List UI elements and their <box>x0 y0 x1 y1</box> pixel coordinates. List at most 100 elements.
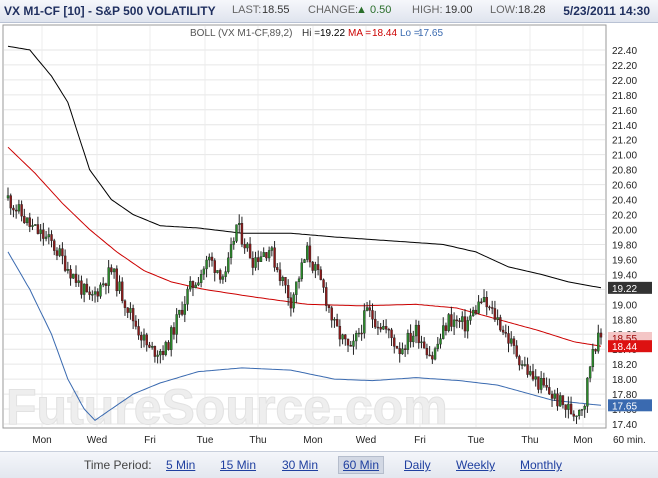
candle-down <box>488 306 491 309</box>
moving-average-line <box>7 146 602 347</box>
candle-up <box>72 273 75 279</box>
candle-down <box>213 260 216 273</box>
candle-up <box>382 326 385 330</box>
candle-up <box>567 403 570 410</box>
candle-down <box>327 305 331 309</box>
candle-up <box>414 324 418 337</box>
y-tick-label: 21.20 <box>612 136 637 147</box>
candle-down <box>507 333 510 344</box>
candle-up <box>202 268 206 275</box>
period-weekly[interactable]: Weekly <box>456 458 496 472</box>
candle-up <box>159 351 162 356</box>
candle-up <box>270 247 274 251</box>
candle-down <box>115 268 119 292</box>
candle-up <box>363 310 366 334</box>
candle-up <box>129 308 132 313</box>
candle-down <box>28 217 31 227</box>
candle-down <box>36 224 40 234</box>
candle-down <box>537 376 540 390</box>
period-daily[interactable]: Daily <box>404 458 431 472</box>
y-tick-label: 20.00 <box>612 225 637 236</box>
candle-down <box>55 250 59 256</box>
candles <box>6 187 603 424</box>
candle-up <box>58 248 61 256</box>
hi-label: Hi = <box>302 28 320 39</box>
x-tick-label: Mon <box>573 435 592 446</box>
candle-down <box>140 334 143 341</box>
candle-down <box>14 209 18 212</box>
candle-up <box>235 224 238 242</box>
candle-up <box>254 257 257 268</box>
candle-up <box>77 280 80 283</box>
candle-up <box>34 224 37 226</box>
candle-down <box>69 269 72 279</box>
candle-down <box>325 287 328 306</box>
candle-down <box>422 341 426 349</box>
candle-up <box>208 256 211 261</box>
candle-up <box>365 307 369 311</box>
candle-up <box>575 415 578 417</box>
candle-up <box>295 281 298 295</box>
change-up-icon: ▲ <box>356 4 367 16</box>
period-5-min[interactable]: 5 Min <box>166 458 196 472</box>
candle-up <box>189 281 192 290</box>
candle-down <box>96 291 99 297</box>
indicator-name: BOLL (VX M1-CF,89,2) <box>190 28 292 39</box>
candle-down <box>395 346 399 349</box>
candle-down <box>518 356 521 366</box>
candle-up <box>442 325 445 339</box>
candle-up <box>597 332 600 352</box>
candle-down <box>85 283 89 293</box>
candle-down <box>569 403 573 415</box>
candle-down <box>572 413 575 417</box>
candle-down <box>384 326 388 330</box>
candle-down <box>330 307 333 321</box>
candle-down <box>346 338 350 346</box>
candle-down <box>153 346 157 357</box>
candle-down <box>210 256 214 261</box>
candle-up <box>496 317 499 320</box>
candle-down <box>349 345 352 347</box>
candle-up <box>262 252 265 257</box>
y-tick-label: 17.80 <box>612 390 637 401</box>
candle-down <box>376 326 380 329</box>
candle-up <box>205 259 208 270</box>
candle-down <box>42 229 45 239</box>
period-15-min[interactable]: 15 Min <box>220 458 257 472</box>
candle-up <box>333 319 336 321</box>
y-tick-label: 18.80 <box>612 315 637 326</box>
candle-up <box>433 348 437 360</box>
hi-value-marker-box <box>608 281 652 294</box>
high-value: 19.00 <box>445 4 473 16</box>
candle-up <box>580 409 584 411</box>
period-60-min[interactable]: 60 Min <box>338 456 385 474</box>
x-tick-label: Thu <box>521 435 538 446</box>
candle-up <box>352 340 355 347</box>
y-axis-labels: 17.4017.6017.8018.0018.2018.4018.6018.80… <box>612 46 637 431</box>
candle-down <box>240 223 244 245</box>
candle-down <box>172 327 176 335</box>
period-monthly[interactable]: Monthly <box>520 458 563 472</box>
candle-down <box>499 317 502 331</box>
candle-up <box>99 284 102 297</box>
symbol-title: VX M1-CF [10] - S&P 500 VOLATILITY <box>4 4 216 18</box>
candle-up <box>534 376 537 380</box>
period-30-min[interactable]: 30 Min <box>282 458 319 472</box>
candle-up <box>82 283 86 295</box>
candle-down <box>493 308 497 320</box>
candle-up <box>39 229 42 234</box>
candle-down <box>311 261 314 271</box>
candle-down <box>80 280 83 295</box>
y-tick-label: 20.80 <box>612 166 637 177</box>
ma-value-marker-box <box>608 340 652 353</box>
upper-band-line <box>7 45 602 289</box>
candle-down <box>286 285 290 298</box>
candle-down <box>599 332 603 338</box>
candle-down <box>257 257 260 262</box>
candle-down <box>180 309 184 315</box>
candle-down <box>53 240 56 251</box>
candle-up <box>558 395 562 407</box>
candle-down <box>9 195 12 209</box>
candle-up <box>66 269 70 271</box>
candle-down <box>248 243 252 259</box>
